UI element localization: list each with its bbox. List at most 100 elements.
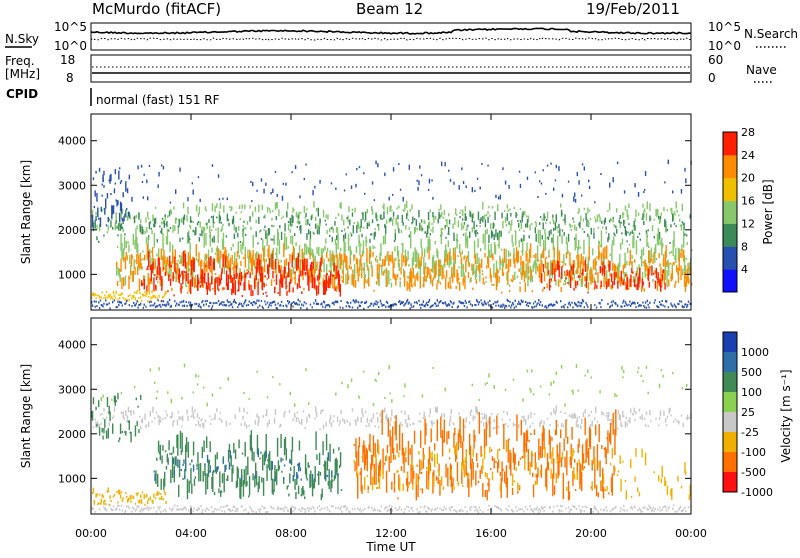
- heatmap-cell: [634, 476, 636, 482]
- heatmap-cell: [580, 304, 582, 308]
- heatmap-cell: [319, 471, 322, 476]
- heatmap-cell: [406, 300, 408, 303]
- heatmap-cell: [100, 304, 103, 307]
- heatmap-cell: [527, 305, 530, 308]
- heatmap-cell: [501, 212, 503, 219]
- heatmap-cell: [294, 403, 296, 407]
- heatmap-cell: [357, 395, 360, 398]
- heatmap-cell: [462, 225, 465, 229]
- heatmap-cell: [185, 271, 188, 282]
- heatmap-cell: [335, 277, 337, 280]
- heatmap-cell: [468, 262, 471, 267]
- heatmap-cell: [275, 215, 278, 220]
- heatmap-cell: [644, 423, 647, 427]
- heatmap-cell: [645, 365, 648, 369]
- heatmap-cell: [665, 220, 667, 227]
- heatmap-cell: [524, 432, 526, 458]
- heatmap-cell: [421, 247, 423, 254]
- heatmap-cell: [334, 287, 336, 291]
- heatmap-cell: [292, 287, 294, 293]
- heatmap-cell: [192, 221, 194, 224]
- heatmap-cell: [196, 383, 199, 386]
- heatmap-cell: [124, 302, 126, 305]
- heatmap-cell: [574, 414, 577, 419]
- heatmap-cell: [553, 220, 555, 225]
- heatmap-cell: [623, 299, 625, 302]
- heatmap-cell: [585, 302, 587, 305]
- heatmap-cell: [507, 300, 509, 303]
- heatmap-cell: [182, 304, 184, 307]
- heatmap-cell: [337, 232, 339, 250]
- heatmap-cell: [107, 487, 110, 493]
- heatmap-cell: [385, 456, 387, 462]
- nsearch-top-tick: 10^5: [708, 20, 741, 34]
- heatmap-cell: [235, 480, 238, 489]
- heatmap-cell: [525, 263, 527, 279]
- heatmap-cell: [473, 271, 475, 275]
- heatmap-cell: [556, 226, 558, 230]
- heatmap-cell: [163, 478, 165, 490]
- heatmap-cell: [587, 207, 589, 214]
- heatmap-cell: [347, 275, 350, 281]
- heatmap-cell: [119, 294, 122, 297]
- heatmap-cell: [651, 509, 653, 512]
- heatmap-cell: [165, 223, 167, 226]
- heatmap-cell: [183, 459, 185, 464]
- heatmap-cell: [471, 227, 474, 233]
- heatmap-cell: [624, 205, 627, 211]
- heatmap-cell: [422, 417, 425, 420]
- heatmap-cell: [419, 412, 421, 415]
- heatmap-cell: [202, 299, 204, 302]
- heatmap-cell: [570, 265, 573, 271]
- heatmap-cell: [116, 490, 118, 494]
- heatmap-cell: [120, 258, 122, 272]
- heatmap-cell: [128, 304, 131, 307]
- heatmap-cell: [392, 193, 394, 196]
- heatmap-cell: [630, 302, 633, 305]
- heatmap-cell: [103, 302, 105, 305]
- heatmap-cell: [368, 223, 370, 227]
- heatmap-cell: [300, 307, 302, 310]
- heatmap-cell: [119, 167, 121, 170]
- heatmap-cell: [267, 459, 269, 462]
- heatmap-cell: [591, 420, 593, 427]
- heatmap-cell: [341, 229, 343, 232]
- heatmap-cell: [264, 450, 267, 462]
- heatmap-cell: [487, 420, 489, 423]
- heatmap-cell: [234, 261, 236, 268]
- heatmap-cell: [501, 461, 503, 482]
- heatmap-cell: [356, 468, 358, 477]
- heatmap-cell: [225, 464, 227, 470]
- heatmap-cell: [572, 390, 574, 395]
- heatmap-cell: [266, 396, 269, 399]
- heatmap-cell: [609, 305, 612, 308]
- heatmap-cell: [320, 248, 323, 259]
- heatmap-cell: [218, 249, 220, 264]
- heatmap-cell: [595, 260, 597, 266]
- heatmap-cell: [266, 206, 269, 213]
- heatmap-cell: [527, 414, 530, 420]
- heatmap-cell: [521, 508, 523, 511]
- heatmap-cell: [490, 305, 493, 308]
- heatmap-cell: [399, 300, 401, 303]
- heatmap-cell: [126, 505, 128, 508]
- heatmap-cell: [203, 386, 205, 389]
- heatmap-cell: [576, 268, 578, 274]
- heatmap-cell: [599, 244, 602, 247]
- heatmap-cell: [371, 454, 373, 470]
- heatmap-cell: [130, 265, 132, 274]
- heatmap-cell: [523, 230, 525, 233]
- heatmap-cell: [568, 223, 571, 226]
- heatmap-cell: [109, 411, 111, 422]
- heatmap-cell: [672, 262, 674, 265]
- heatmap-cell: [242, 257, 245, 260]
- heatmap-cell: [686, 305, 688, 308]
- heatmap-cell: [464, 506, 467, 509]
- heatmap-cell: [531, 450, 533, 453]
- heatmap-cell: [584, 408, 586, 414]
- heatmap-cell: [596, 421, 599, 424]
- heatmap-cell: [609, 433, 611, 443]
- heatmap-cell: [403, 451, 405, 473]
- heatmap-cell: [576, 172, 579, 177]
- heatmap-cell: [670, 302, 672, 305]
